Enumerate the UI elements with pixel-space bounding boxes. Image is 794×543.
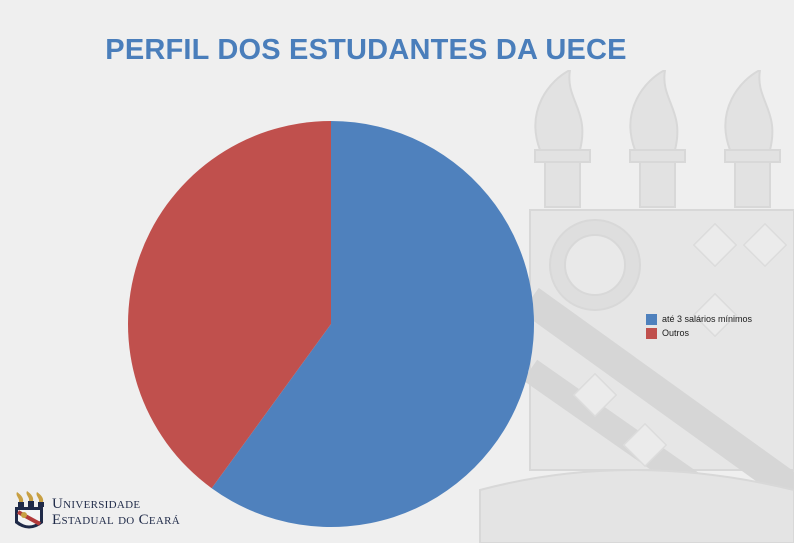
- university-name-line1: Universidade: [52, 496, 141, 512]
- legend-label-1: Outros: [662, 328, 690, 338]
- page-title: PERFIL DOS ESTUDANTES DA UECE: [105, 34, 627, 66]
- pie-slice-0: [211, 121, 535, 527]
- pie-slice-1: [128, 121, 331, 489]
- university-name: Universidade Estadual do Ceará: [52, 496, 180, 528]
- legend-swatch-1: [646, 327, 657, 339]
- university-name-line2: Estadual do Ceará: [52, 512, 181, 528]
- legend-swatch-0: [646, 313, 657, 325]
- legend-item-0: até 3 salários mínimos: [646, 312, 752, 326]
- background-emblem-watermark: [479, 70, 794, 543]
- legend-label-0: até 3 salários mínimos: [662, 314, 753, 324]
- chart-legend: até 3 salários mínimos Outros: [646, 312, 752, 340]
- university-logo: Universidade Estadual do Ceará: [12, 490, 180, 534]
- university-crest-icon: [15, 491, 44, 529]
- legend-item-1: Outros: [646, 326, 752, 340]
